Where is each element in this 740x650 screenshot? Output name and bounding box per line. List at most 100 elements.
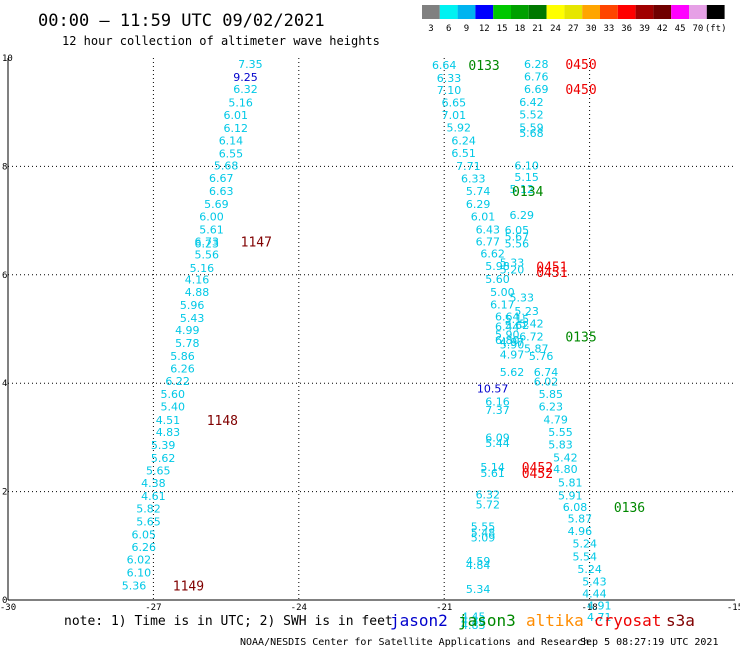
colorbar-swatch	[546, 5, 565, 19]
colorbar: 3 6 9 12 15 18 21 24 27 30 33 36 39 42 45 70 (ft)	[422, 5, 727, 34]
wave-height-value: 5.16	[228, 96, 253, 109]
wave-height-value: 5.83	[548, 438, 573, 451]
note-text: note: 1) Time is in UTC; 2) SWH is in fe…	[64, 614, 393, 629]
colorbar-swatch	[600, 5, 618, 19]
wave-height-value: 4.36	[461, 615, 486, 628]
wave-height-value: 6.80	[495, 334, 520, 347]
colorbar-label: 70	[692, 24, 703, 34]
wave-height-value: 4.38	[141, 477, 166, 490]
wave-height-value: 5.09	[471, 532, 496, 545]
x-tick-label: -30	[0, 603, 16, 613]
wave-height-value: 5.62	[500, 366, 525, 379]
wave-height-value: 4.61	[141, 490, 166, 503]
colorbar-label: 9	[464, 24, 469, 34]
wave-height-value: 6.62	[480, 248, 505, 261]
wave-height-value: 5.90	[495, 328, 520, 341]
colorbar-swatch	[511, 5, 529, 19]
colorbar-swatch	[617, 5, 636, 19]
wave-height-value: 5.44	[485, 437, 510, 450]
x-tick-label: -21	[436, 603, 452, 613]
wave-height-value: 5.65	[136, 515, 161, 528]
x-tick-label: -27	[145, 603, 161, 613]
colorbar-label: 3	[428, 24, 433, 34]
wave-height-value: 4.45	[461, 610, 486, 623]
wave-height-value: 6.02	[534, 376, 559, 389]
mission-altika: altika	[526, 611, 584, 630]
wave-height-value: 6.42	[519, 96, 544, 109]
wave-height-value: 6.16	[485, 396, 510, 409]
mission-jason2: jason2	[390, 611, 448, 630]
wave-height-value: 6.64	[432, 59, 457, 72]
wave-height-value: 6.09	[485, 431, 510, 444]
grid	[8, 58, 735, 600]
wave-height-value: 6.02	[127, 553, 152, 566]
mission-cryosat: cryosat	[594, 611, 661, 630]
wave-height-value: 6.22	[165, 375, 190, 388]
wave-height-value: 4.44	[582, 587, 607, 600]
colorbar-label: 21	[532, 24, 543, 34]
pass-label: 0134	[512, 185, 543, 200]
wave-height-value: 4.83	[156, 426, 181, 439]
colorbar-swatch	[706, 5, 725, 19]
wave-height-value: 6.12	[224, 122, 249, 135]
mission-legend: jason2 jason3 altika cryosat s3a	[390, 611, 695, 630]
wave-height-value: 6.28	[524, 58, 549, 71]
wave-height-value: 5.24	[573, 538, 598, 551]
plot-area	[7, 58, 735, 601]
wave-height-value: 5.16	[190, 262, 215, 275]
wave-height-value: 5.12	[509, 183, 534, 196]
mission-s3a: s3a	[666, 611, 695, 630]
pass-label: 0450	[565, 58, 596, 73]
wave-height-value: 5.24	[577, 563, 602, 576]
wave-height-value: 6.64	[495, 311, 520, 324]
wave-height-value: 5.15	[514, 171, 539, 184]
colorbar-label: 18	[514, 24, 525, 34]
wave-height-value: 6.44	[495, 320, 520, 333]
colorbar-label: 42	[657, 24, 668, 34]
wave-height-value: 5.48	[471, 526, 496, 539]
y-tick-label: 4	[2, 379, 7, 389]
wave-height-value: 9.25	[233, 71, 258, 84]
wave-height-value: 5.33	[509, 292, 534, 305]
wave-height-value: 6.05	[505, 224, 530, 237]
wave-height-value: 5.61	[480, 467, 505, 480]
wave-height-value: 5.00	[490, 286, 515, 299]
wave-height-value: 6.26	[131, 541, 156, 554]
wave-height-value: 6.00	[199, 210, 224, 223]
wave-height-value: 4.51	[156, 414, 181, 427]
footer-credit: NOAA/NESDIS Center for Satellite Applica…	[240, 637, 589, 648]
wave-height-value: 7.10	[437, 84, 462, 97]
wave-height-value: 6.43	[476, 223, 501, 236]
wave-height-value: 4.59	[466, 555, 491, 568]
wave-height-value: 6.73	[194, 236, 219, 249]
wave-height-value: 7.01	[442, 109, 467, 122]
colorbar-swatch	[439, 5, 458, 19]
wave-height-value: 6.32	[476, 488, 501, 501]
wave-height-value: 6.01	[471, 210, 496, 223]
y-tick-label: 8	[2, 162, 7, 172]
colorbar-label: 6	[446, 24, 451, 34]
wave-height-value: 5.96	[180, 299, 205, 312]
wave-height-value: 5.20	[500, 263, 525, 276]
pass-label: 0451	[536, 261, 567, 276]
wave-height-value: 6.24	[451, 134, 476, 147]
colorbar-label: 30	[586, 24, 597, 34]
wave-height-value: 5.67	[505, 230, 530, 243]
wave-height-value: 4.97	[500, 336, 525, 349]
pass-label: 0450	[565, 83, 596, 98]
colorbar-swatch	[528, 5, 547, 19]
wave-height-value: 5.60	[161, 388, 186, 401]
wave-height-value: 5.15	[505, 313, 530, 326]
wave-height-value: 6.72	[519, 331, 544, 344]
colorbar-label: (ft)	[705, 24, 727, 34]
colorbar-label: 36	[621, 24, 632, 34]
colorbar-label: 24	[550, 24, 561, 34]
wave-height-value: 5.61	[199, 223, 224, 236]
wave-height-value: 4.83	[461, 619, 486, 632]
wave-height-value: 5.39	[151, 439, 176, 452]
y-tick-label: 6	[2, 271, 7, 281]
wave-height-value: 5.68	[214, 159, 239, 172]
wave-height-value: 5.43	[180, 312, 205, 325]
colorbar-swatch	[635, 5, 654, 19]
colorbar-label: 39	[639, 24, 650, 34]
